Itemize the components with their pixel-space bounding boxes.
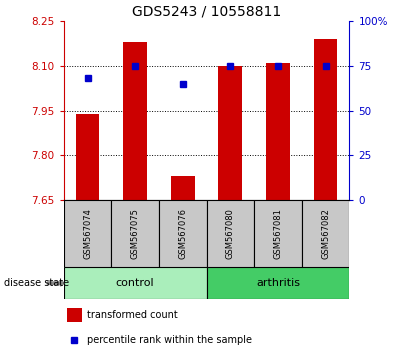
Text: GSM567076: GSM567076 [178,208,187,259]
Text: percentile rank within the sample: percentile rank within the sample [87,335,252,345]
FancyBboxPatch shape [64,267,206,299]
Bar [67,308,82,322]
Bar [76,114,99,200]
Text: GSM567074: GSM567074 [83,208,92,259]
Text: control: control [116,278,155,288]
FancyBboxPatch shape [64,200,111,267]
Bar [266,63,290,200]
Text: transformed count: transformed count [87,310,177,320]
FancyBboxPatch shape [206,267,349,299]
FancyBboxPatch shape [159,200,206,267]
FancyBboxPatch shape [302,200,349,267]
Bar [218,66,242,200]
Text: GSM567081: GSM567081 [273,208,282,259]
FancyBboxPatch shape [206,200,254,267]
FancyBboxPatch shape [254,200,302,267]
Text: arthritis: arthritis [256,278,300,288]
Text: GSM567080: GSM567080 [226,208,235,259]
Text: GSM567082: GSM567082 [321,208,330,259]
Title: GDS5243 / 10558811: GDS5243 / 10558811 [132,5,281,19]
FancyBboxPatch shape [111,200,159,267]
Bar [123,42,147,200]
Bar [171,176,195,200]
Text: GSM567075: GSM567075 [131,208,140,259]
Text: disease state: disease state [4,278,69,288]
Bar [314,39,337,200]
